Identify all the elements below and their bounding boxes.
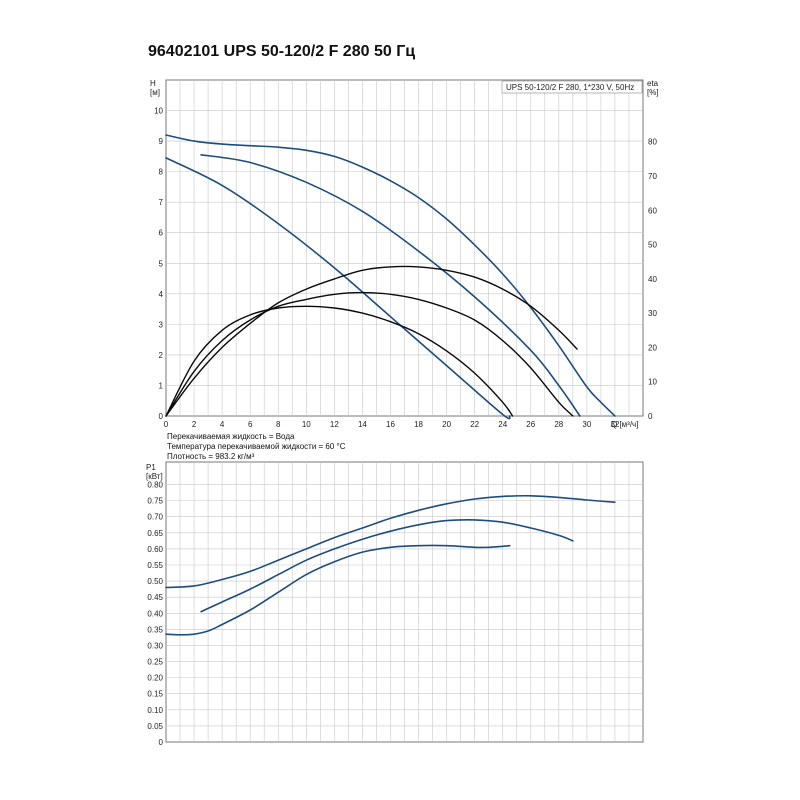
y2-tick-label: 70	[648, 172, 657, 181]
fluid-info-line-3: Плотность = 983.2 кг/м³	[167, 452, 255, 461]
x-tick-label: 30	[582, 420, 591, 429]
x-tick-label: 28	[554, 420, 563, 429]
y-tick-label: 0.25	[147, 658, 163, 667]
x-tick-label: 14	[358, 420, 367, 429]
y2-axis-unit: [%]	[647, 88, 659, 97]
y-tick-label: 1	[159, 381, 164, 390]
efficiency-curve-6	[165, 305, 514, 417]
y2-tick-label: 10	[648, 378, 657, 387]
y-tick-label: 0.20	[147, 674, 163, 683]
y2-tick-label: 40	[648, 275, 657, 284]
y-tick-label: 10	[154, 107, 163, 116]
x-tick-label: 22	[470, 420, 479, 429]
y-tick-label: 0.40	[147, 609, 163, 618]
head-curve-2	[200, 154, 581, 417]
x-tick-label: 6	[248, 420, 253, 429]
y-tick-label: 0	[159, 738, 164, 747]
page-title: 96402101 UPS 50-120/2 F 280 50 Гц	[148, 43, 416, 60]
fluid-info-line-1: Перекачиваемая жидкость = Вода	[167, 432, 295, 441]
y-tick-label: 6	[159, 229, 164, 238]
y-axis-unit: [кВт]	[146, 472, 163, 481]
x-axis-label: Q [м³/ч]	[611, 420, 638, 429]
y-tick-label: 5	[159, 259, 164, 268]
y-tick-label: 0.10	[147, 706, 163, 715]
y-tick-label: 0.70	[147, 513, 163, 522]
y-tick-label: 0.15	[147, 690, 163, 699]
y2-tick-label: 50	[648, 241, 657, 250]
y2-tick-label: 80	[648, 138, 657, 147]
x-tick-label: 26	[526, 420, 535, 429]
x-tick-label: 8	[276, 420, 281, 429]
efficiency-curve-5	[165, 291, 574, 417]
x-tick-label: 16	[386, 420, 395, 429]
y2-tick-label: 30	[648, 309, 657, 318]
x-tick-label: 20	[442, 420, 451, 429]
y-tick-label: 0.05	[147, 722, 163, 731]
power-chart: 0 0.05 0.10 0.15 0.20 0.25 0.30 0.35 0.40 0.45 0.5…	[146, 461, 644, 747]
efficiency-curve-4	[165, 265, 578, 417]
y-tick-label: 0.30	[147, 641, 163, 650]
power-curve-1	[165, 494, 616, 589]
head-efficiency-chart: 0 2 4 6 8 10 12 14 16 18 20 22 24 26 28 30 3201234567891…	[150, 79, 659, 429]
y-tick-label: 0.45	[147, 593, 163, 602]
y-tick-label: 4	[159, 290, 164, 299]
y2-axis-label: eta	[647, 79, 659, 88]
y-tick-label: 3	[159, 320, 164, 329]
x-tick-label: 18	[414, 420, 423, 429]
y-tick-label: 0.75	[147, 497, 163, 506]
head-curve-1	[165, 134, 616, 417]
x-tick-label: 0	[164, 420, 169, 429]
x-tick-label: 10	[302, 420, 311, 429]
fluid-info-line-2: Температура перекачиваемой жидкости = 60…	[167, 442, 346, 451]
y-tick-label: 0.35	[147, 625, 163, 634]
y-tick-label: 0.60	[147, 545, 163, 554]
y-tick-label: 0.50	[147, 577, 163, 586]
power-curve-3	[165, 544, 511, 636]
power-curve-2	[200, 519, 574, 613]
y-axis-label: P1	[146, 463, 156, 472]
y-tick-label: 0	[159, 412, 164, 421]
x-tick-label: 4	[220, 420, 225, 429]
y-tick-label: 8	[159, 168, 164, 177]
y-tick-label: 0.55	[147, 561, 163, 570]
x-tick-label: 2	[192, 420, 197, 429]
y-axis-unit: [м]	[150, 88, 160, 97]
y-axis-label: H	[150, 79, 156, 88]
legend-text: UPS 50-120/2 F 280, 1*230 V, 50Hz	[506, 83, 634, 92]
x-tick-label: 12	[330, 420, 339, 429]
y-tick-label: 7	[159, 198, 164, 207]
y-tick-label: 0.65	[147, 529, 163, 538]
legend-box	[501, 80, 643, 94]
x-tick-label: 32	[610, 420, 619, 429]
y2-tick-label: 60	[648, 206, 657, 215]
y-tick-label: 0.80	[147, 481, 163, 490]
y2-tick-label: 0	[648, 412, 653, 421]
y-tick-label: 2	[159, 351, 164, 360]
x-tick-label: 24	[498, 420, 507, 429]
y2-tick-label: 20	[648, 343, 657, 352]
y-tick-label: 9	[159, 137, 164, 146]
